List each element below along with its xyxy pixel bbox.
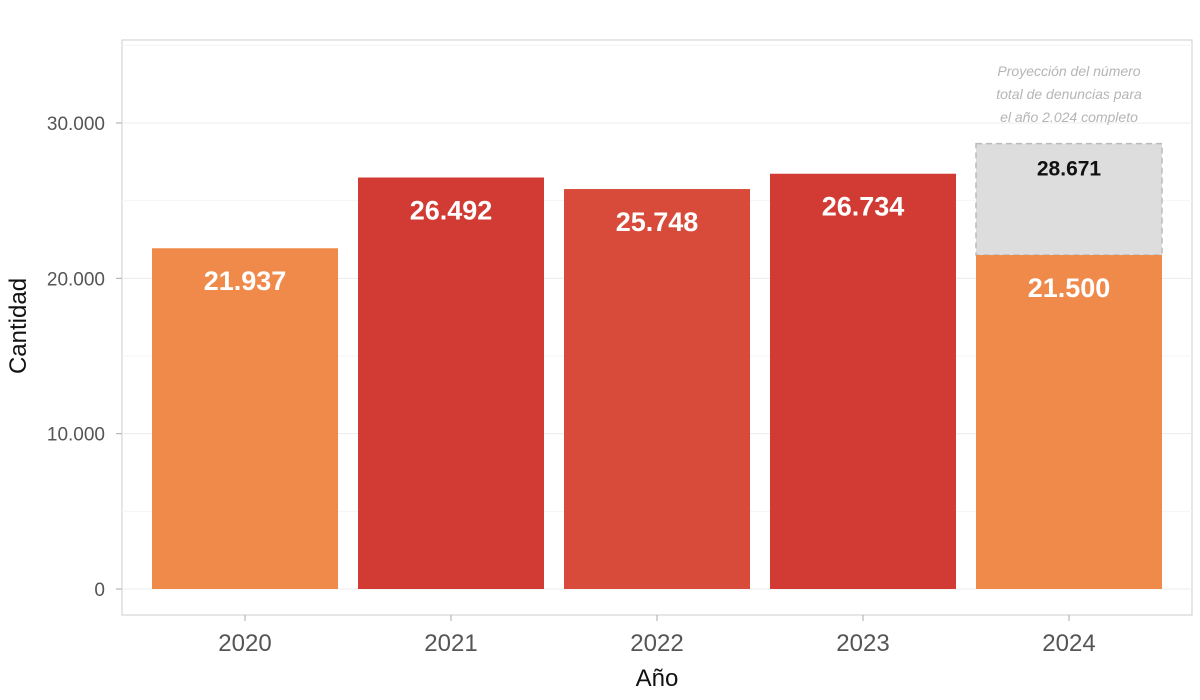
projection-note-line: Proyección del número bbox=[997, 63, 1140, 79]
x-tick-label: 2024 bbox=[1042, 630, 1095, 657]
x-axis-title: Año bbox=[636, 665, 679, 692]
bar-value-label: 26.734 bbox=[822, 192, 905, 222]
x-tick-label: 2023 bbox=[836, 630, 889, 657]
bar-2023 bbox=[770, 173, 956, 589]
projection-value-label: 28.671 bbox=[1037, 158, 1102, 181]
projection-note-line: el año 2.024 completo bbox=[1000, 109, 1138, 125]
projection-bar bbox=[975, 142, 1163, 256]
bar-value-label: 21.937 bbox=[204, 266, 287, 296]
bar-2024 bbox=[976, 255, 1162, 590]
bar-value-label: 21.500 bbox=[1028, 273, 1111, 303]
bar-value-label: 26.492 bbox=[410, 195, 493, 225]
y-tick-label: 20.000 bbox=[47, 269, 105, 290]
bar-2022 bbox=[564, 189, 750, 589]
bar-2021 bbox=[358, 177, 544, 589]
y-axis-title: Cantidad bbox=[5, 278, 32, 374]
x-tick-label: 2020 bbox=[218, 630, 271, 657]
y-tick-label: 10.000 bbox=[47, 425, 105, 446]
y-tick-label: 30.000 bbox=[47, 114, 105, 135]
bar-2020 bbox=[152, 248, 338, 589]
projection-note-line: total de denuncias para bbox=[996, 86, 1142, 102]
projection-note: Proyección del número total de denuncias … bbox=[996, 63, 1142, 125]
x-tick-label: 2021 bbox=[424, 630, 477, 657]
x-tick-label: 2022 bbox=[630, 630, 683, 657]
y-tick-label: 0 bbox=[94, 580, 105, 601]
bar-value-label: 25.748 bbox=[616, 207, 699, 237]
y-axis-ticks: 0 10.000 20.000 30.000 bbox=[47, 114, 122, 601]
bars: 21.937 26.492 25.748 26.734 28.671 21.500 bbox=[152, 142, 1163, 590]
x-axis-ticks: 2020 2021 2022 2023 2024 bbox=[218, 615, 1096, 657]
